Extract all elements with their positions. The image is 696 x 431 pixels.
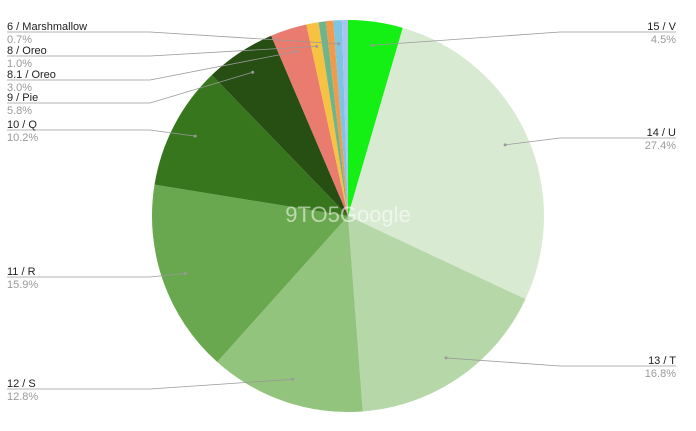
pie-slice-11-r <box>152 184 348 363</box>
slice-label: 6 / Marshmallow <box>7 21 87 33</box>
slice-percent: 12.8% <box>7 391 38 403</box>
slice-percent: 1.0% <box>7 58 32 70</box>
slice-percent: 4.5% <box>651 34 676 46</box>
pie-slice-6-marshmallow <box>333 20 348 216</box>
slice-label: 14 / U <box>647 127 676 139</box>
slice-labels: 15 / V4.5% 14 / U27.4% 13 / T16.8% 12 / S12… <box>7 21 677 403</box>
leader-line <box>7 45 317 57</box>
slice-percent: 27.4% <box>645 140 676 152</box>
pie-slice-8-1-oreo <box>271 24 348 217</box>
slice-label: 11 / R <box>7 266 36 278</box>
leader-line <box>7 51 296 81</box>
pie-slice-10-q <box>154 75 348 217</box>
slice-label: 10 / Q <box>7 119 37 131</box>
pie-slice-8-oreo <box>306 22 348 216</box>
pie-slice-9-pie <box>211 35 348 216</box>
pie-slice-14-u <box>348 27 544 300</box>
watermark: 9TO5Google <box>285 202 411 227</box>
slice-percent: 15.9% <box>7 279 38 291</box>
pie-slice-13-t <box>348 216 526 412</box>
pie-slice-unlabeled <box>318 21 348 216</box>
slice-label: 8.1 / Oreo <box>7 69 56 81</box>
pie-slice-12-s <box>217 216 363 412</box>
leader-line <box>7 129 196 137</box>
slice-label: 9 / Pie <box>7 92 38 104</box>
leader-line <box>445 357 676 367</box>
leader-line <box>7 31 339 45</box>
leader-line <box>7 71 253 104</box>
pie-slices <box>152 20 544 412</box>
slice-label: 8 / Oreo <box>7 45 47 57</box>
slice-percent: 3.0% <box>7 82 32 94</box>
slice-percent: 10.2% <box>7 132 38 144</box>
leader-line <box>505 137 676 146</box>
slice-percent: 16.8% <box>645 368 676 380</box>
leader-line <box>372 31 676 46</box>
pie-slice-unlabeled <box>325 20 348 217</box>
slice-label: 15 / V <box>647 21 676 33</box>
slice-percent: 0.7% <box>7 34 32 46</box>
slice-label: 12 / S <box>7 378 36 390</box>
leader-line <box>7 378 293 390</box>
leader-line <box>7 273 186 278</box>
slice-label: 13 / T <box>648 355 676 367</box>
leader-lines <box>7 31 676 390</box>
pie-slice-15-v <box>348 20 403 216</box>
pie-slice-unlabeled <box>341 20 348 216</box>
slice-percent: 5.8% <box>7 105 32 117</box>
